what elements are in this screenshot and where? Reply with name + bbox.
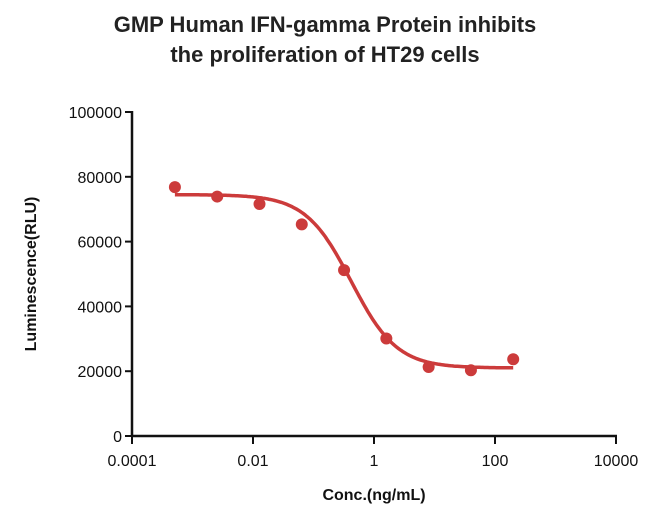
data-point [507,353,520,366]
data-point [380,332,393,345]
x-tick-label: 1 [370,453,379,470]
y-tick-label: 0 [113,429,122,446]
y-tick-label: 100000 [69,105,122,122]
x-tick-label: 100 [482,453,509,470]
x-tick-label: 0.01 [237,453,268,470]
data-point [168,181,181,194]
fit-curve [174,192,514,370]
y-tick-label: 40000 [78,299,123,316]
data-point [295,218,308,231]
y-tick-label: 20000 [78,364,123,381]
data-point [338,264,351,277]
data-point [464,364,477,377]
x-axis-label: Conc.(ng/mL) [322,487,425,504]
y-tick-label: 80000 [78,170,123,187]
y-axis-label: Luminescence(RLU) [23,197,40,352]
data-point [253,198,266,211]
y-tick-label: 60000 [78,235,123,252]
chart-title-line-1: GMP Human IFN-gamma Protein inhibits [114,12,537,37]
data-point [422,360,435,373]
x-tick-label: 10000 [594,453,639,470]
data-point [211,190,224,203]
x-tick-label: 0.0001 [108,453,157,470]
chart-title-line-2: the proliferation of HT29 cells [170,42,479,67]
